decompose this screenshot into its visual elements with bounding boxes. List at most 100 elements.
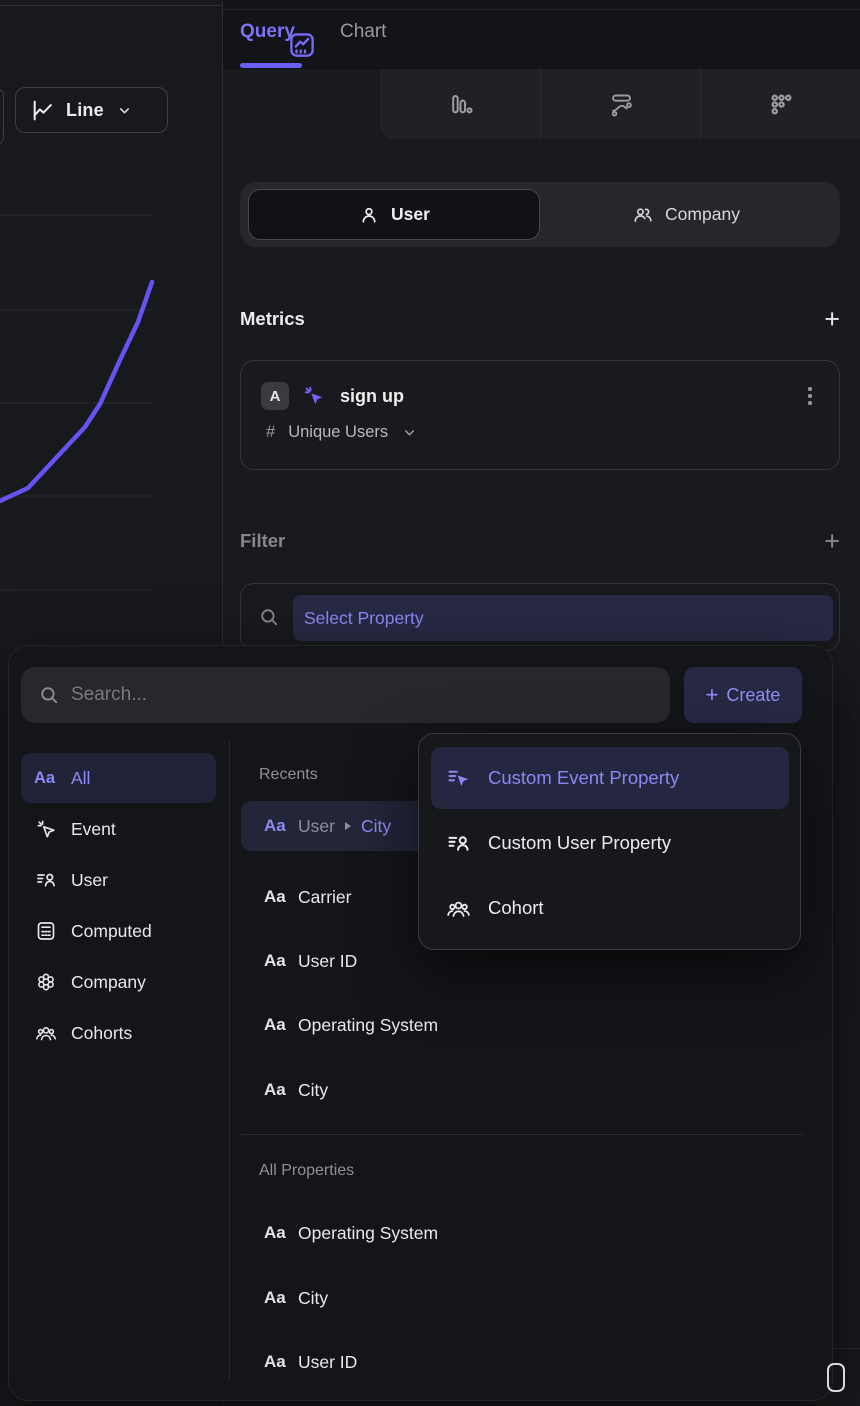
custom-event-property-icon <box>448 770 469 786</box>
add-metric-button[interactable]: + <box>824 304 840 334</box>
select-property-input[interactable]: Select Property <box>293 595 833 641</box>
add-filter-button[interactable]: + <box>824 526 840 556</box>
computed-icon <box>37 922 55 940</box>
category-user[interactable]: User <box>21 855 216 905</box>
text-type-glyph: Aa <box>264 1288 286 1307</box>
category-event[interactable]: Event <box>21 804 216 854</box>
list-section-divider <box>241 1134 802 1135</box>
entity-tab-company-label: Company <box>665 204 740 224</box>
menu-item-label: Cohort <box>488 897 544 918</box>
event-icon <box>37 820 55 838</box>
create-button-label: Create <box>726 684 781 705</box>
plus-icon: + <box>705 682 719 707</box>
tab-insights-selected[interactable] <box>263 20 380 69</box>
recent-item[interactable]: Aa User ID <box>241 936 802 986</box>
panel-top-divider <box>0 5 222 6</box>
search-input[interactable] <box>71 667 651 723</box>
search-icon <box>261 609 278 626</box>
query-panel-header: Query Chart <box>223 0 860 69</box>
entity-tab-company[interactable]: Company <box>540 189 832 240</box>
cohort-icon <box>447 901 470 917</box>
property-name: City <box>360 815 392 836</box>
chevron-down-icon <box>119 107 129 113</box>
category-all[interactable]: Aa All <box>21 753 216 803</box>
recents-group-label: Recents <box>259 766 318 783</box>
insights-line-icon <box>290 32 314 57</box>
property-parent: User <box>298 815 335 836</box>
category-company[interactable]: Company <box>21 957 216 1007</box>
menu-item-custom-event-property[interactable]: Custom Event Property <box>431 747 789 809</box>
entity-tab-user-label: User <box>391 204 430 224</box>
entity-tab-user[interactable]: User <box>248 189 540 240</box>
text-type-glyph: Aa <box>264 951 286 970</box>
category-computed[interactable]: Computed <box>21 906 216 956</box>
recent-item[interactable]: Aa Carrier <box>241 872 802 922</box>
header-top-divider <box>223 9 860 10</box>
tab-retention[interactable] <box>701 69 860 139</box>
custom-user-property-icon <box>448 835 469 851</box>
flows-icon <box>611 94 632 116</box>
aggregation-dropdown[interactable]: # Unique Users <box>266 423 417 442</box>
bar-chart-icon <box>451 94 473 113</box>
cohorts-icon <box>36 1026 56 1041</box>
chevron-down-icon <box>405 430 415 436</box>
category-cohorts[interactable]: Cohorts <box>21 1008 216 1058</box>
category-label: All <box>71 767 91 788</box>
text-type-glyph: Aa <box>264 1223 286 1242</box>
category-label: Company <box>71 971 146 992</box>
chart-type-dropdown-button[interactable]: Line <box>15 87 168 133</box>
user-property-icon <box>37 873 55 887</box>
property-name: Operating System <box>298 1014 439 1035</box>
retention-icon <box>770 93 792 115</box>
tab-query[interactable]: Query <box>240 21 295 42</box>
edge-cutoff-button[interactable] <box>0 88 4 145</box>
text-type-glyph: Aa <box>264 1352 286 1371</box>
filter-section-header: Filter + <box>240 526 840 556</box>
property-item[interactable]: Aa City <box>241 1273 802 1323</box>
picker-search-bar <box>21 667 670 723</box>
menu-item-label: Custom Event Property <box>488 767 680 788</box>
chart-type-tabstrip <box>380 69 860 139</box>
text-type-glyph: Aa <box>264 887 286 906</box>
metric-letter-badge: A <box>261 382 289 410</box>
recent-item[interactable]: Aa Operating System <box>241 1000 802 1050</box>
active-tab-underline <box>240 63 302 68</box>
company-icon <box>38 973 54 991</box>
metrics-section-header: Metrics + <box>240 304 840 334</box>
user-icon <box>362 207 376 223</box>
aggregation-label: Unique Users <box>288 423 389 441</box>
filter-card: Select Property <box>240 583 840 651</box>
search-icon <box>41 687 58 704</box>
property-name: User ID <box>298 950 358 971</box>
background-divider <box>833 1348 860 1349</box>
metric-menu-button[interactable] <box>799 383 821 409</box>
breadcrumb-arrow-icon <box>344 822 351 830</box>
tab-chart[interactable]: Chart <box>340 21 387 42</box>
tab-flows[interactable] <box>541 69 701 139</box>
recent-item[interactable]: Aa City <box>241 1065 802 1115</box>
text-type-glyph: Aa <box>34 768 56 787</box>
property-name: Operating System <box>298 1222 439 1243</box>
metric-card[interactable]: A sign up # Unique Users <box>240 360 840 470</box>
entity-segmented-control: User Company <box>240 182 840 247</box>
category-label: Event <box>71 818 116 839</box>
company-people-icon <box>634 207 652 222</box>
metrics-title: Metrics <box>240 308 305 329</box>
property-item[interactable]: Aa User ID <box>241 1337 802 1387</box>
metric-event-name[interactable]: sign up <box>340 386 404 406</box>
text-type-glyph: Aa <box>264 1015 286 1034</box>
create-button[interactable]: + Create <box>684 667 802 723</box>
category-label: Computed <box>71 920 152 941</box>
menu-item-custom-user-property[interactable]: Custom User Property <box>431 812 789 874</box>
create-menu-popup: Custom Event Property Custom User Proper… <box>418 733 801 950</box>
category-label: User <box>71 869 108 890</box>
property-item[interactable]: Aa Operating System <box>241 1208 802 1258</box>
text-type-glyph: Aa <box>264 816 286 835</box>
property-name: User ID <box>298 1351 358 1372</box>
tab-separator <box>540 69 541 139</box>
hash-icon: # <box>266 423 276 441</box>
property-name: Carrier <box>298 886 352 907</box>
menu-item-cohort[interactable]: Cohort <box>431 877 789 939</box>
tab-bar-chart[interactable] <box>380 69 540 139</box>
